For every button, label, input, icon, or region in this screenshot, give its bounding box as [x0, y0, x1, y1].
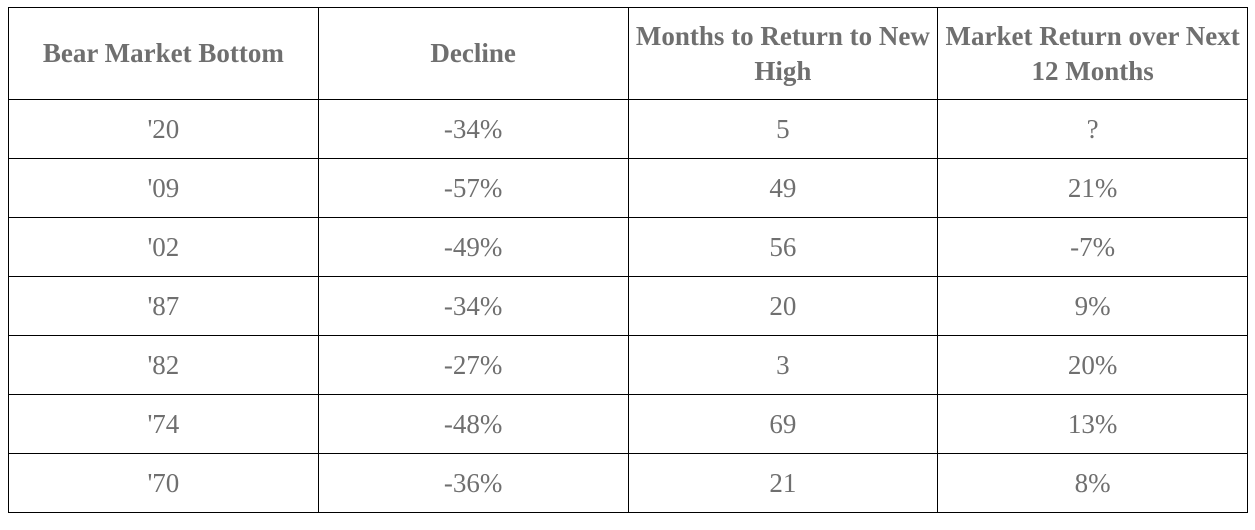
cell-bear-market-bottom: '70 [8, 453, 319, 513]
cell-bear-market-bottom: '74 [8, 394, 319, 454]
table-row: '09 -57% 49 21% [8, 158, 1248, 218]
table-row: '87 -34% 20 9% [8, 276, 1248, 336]
table-row: '20 -34% 5? [8, 99, 1248, 159]
cell-market-return: 8% [937, 453, 1248, 513]
header-decline: Decline [317, 7, 629, 100]
table-row: '74 -48% 69 13% [8, 394, 1248, 454]
cell-months-to-new-high: 21 [627, 453, 939, 513]
table-row: '02 -49% 56 -7% [8, 217, 1248, 277]
cell-decline: -48% [317, 394, 629, 454]
cell-bear-market-bottom: '87 [8, 276, 319, 336]
header-market-return-next-12-months: Market Return over Next 12 Months [937, 7, 1248, 100]
cell-bear-market-bottom: '09 [8, 158, 319, 218]
table-row: '82 -27% 3 20% [8, 335, 1248, 395]
table-body: '20 -34% 5? '09 -57% 49 21% '02 -49% 56 -7% '87 -34%… [8, 99, 1248, 513]
cell-market-return: -7% [937, 217, 1248, 277]
cell-market-return: ? [937, 99, 1248, 159]
cell-decline: -49% [317, 217, 629, 277]
header-bear-market-bottom: Bear Market Bottom [8, 7, 319, 100]
cell-months-to-new-high: 56 [627, 217, 939, 277]
header-months-to-new-high: Months to Return to New High [627, 7, 939, 100]
cell-months-to-new-high: 20 [627, 276, 939, 336]
cell-months-to-new-high: 49 [627, 158, 939, 218]
table-header-row: Bear Market Bottom Decline Months to Ret… [8, 7, 1248, 100]
cell-bear-market-bottom: '20 [8, 99, 319, 159]
cell-market-return: 20% [937, 335, 1248, 395]
cell-decline: -34% [317, 276, 629, 336]
cell-months-to-new-high: 69 [627, 394, 939, 454]
cell-market-return: 9% [937, 276, 1248, 336]
cell-bear-market-bottom: '82 [8, 335, 319, 395]
table-row: '70 -36% 21 8% [8, 453, 1248, 513]
cell-decline: -34% [317, 99, 629, 159]
cell-decline: -27% [317, 335, 629, 395]
cell-months-to-new-high: 5 [627, 99, 939, 159]
cell-market-return: 13% [937, 394, 1248, 454]
cell-bear-market-bottom: '02 [8, 217, 319, 277]
cell-months-to-new-high: 3 [627, 335, 939, 395]
cell-decline: -36% [317, 453, 629, 513]
cell-market-return: 21% [937, 158, 1248, 218]
bear-market-table: Bear Market Bottom Decline Months to Ret… [8, 7, 1248, 513]
cell-decline: -57% [317, 158, 629, 218]
